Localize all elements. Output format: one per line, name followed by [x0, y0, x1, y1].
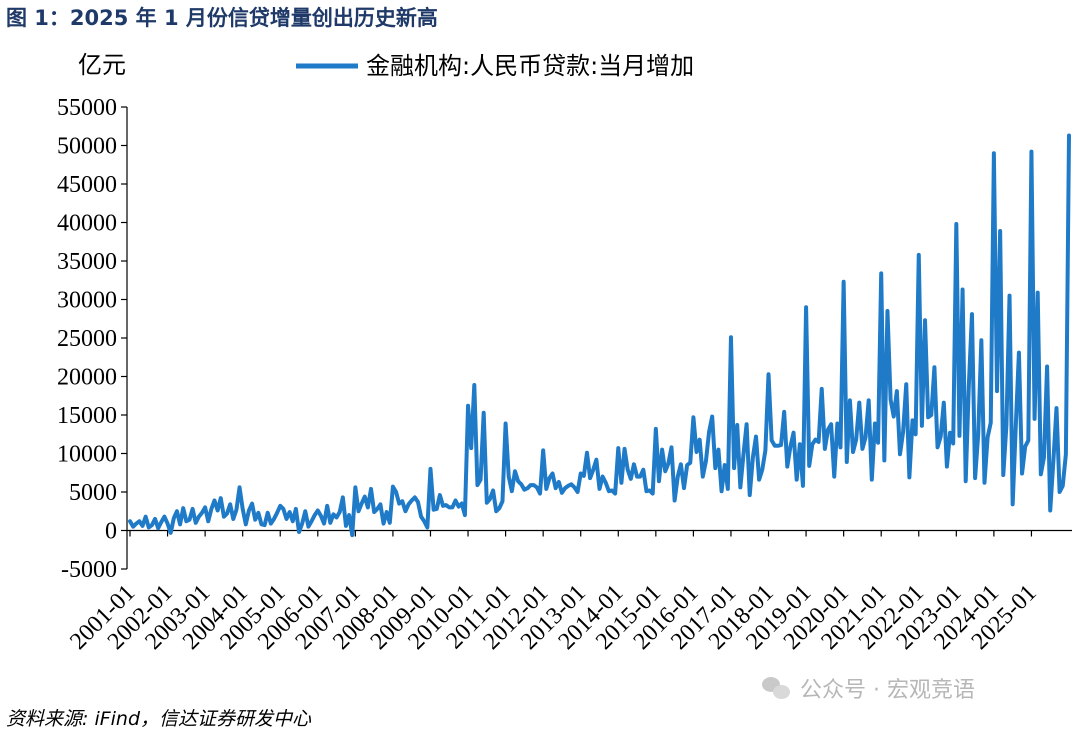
y-tick-label: 50000 [57, 134, 117, 160]
y-tick-label: 35000 [57, 249, 117, 275]
x-axis: 2001-012002-012003-012004-012005-012006-… [65, 529, 1072, 655]
y-tick-label: 0 [105, 519, 117, 545]
legend-label: 金融机构:人民币贷款:当月增加 [366, 52, 694, 80]
y-tick-label: 10000 [57, 442, 117, 468]
chart-legend: 金融机构:人民币贷款:当月增加 [296, 52, 694, 80]
y-axis-unit-label: 亿元 [78, 51, 126, 79]
y-tick-label: 55000 [57, 95, 117, 121]
y-tick-label: 15000 [57, 403, 117, 429]
series-line-loan-increase [128, 133, 1071, 538]
watermark: 公众号 · 宏观竞语 [762, 672, 975, 704]
y-tick-label: 30000 [57, 288, 117, 314]
y-tick-label: 5000 [69, 480, 117, 506]
line-chart: 亿元 金融机构:人民币贷款:当月增加 -5000 0 5000 10000 15000 2… [57, 51, 1072, 655]
y-tick-label: 25000 [57, 326, 117, 352]
wechat-icon [762, 675, 792, 701]
y-tick-label: 40000 [57, 211, 117, 237]
series-group [128, 133, 1071, 538]
y-tick-label: -5000 [61, 557, 117, 583]
watermark-text: 公众号 · 宏观竞语 [800, 678, 975, 703]
y-tick-label: 20000 [57, 365, 117, 391]
y-tick-label: 45000 [57, 172, 117, 198]
figure-title: 图 1：2025 年 1 月份信贷增量创出历史新高 [6, 6, 438, 30]
y-axis: -5000 0 5000 10000 15000 20000 25000 30000 35000… [57, 95, 128, 583]
source-note: 资料来源: iFind，信达证券研发中心 [6, 708, 312, 730]
